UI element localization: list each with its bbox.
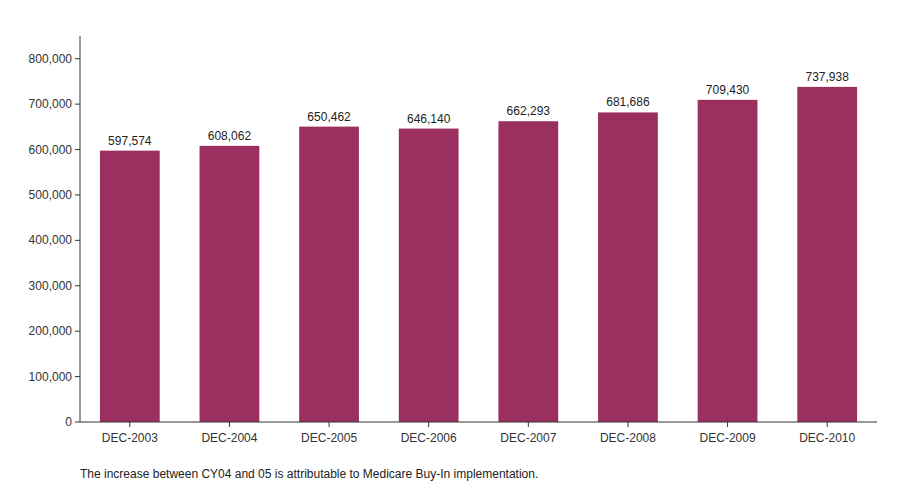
x-tick-label: DEC-2010	[799, 431, 855, 445]
y-tick	[75, 240, 80, 241]
y-tick	[75, 376, 80, 377]
x-tick	[627, 422, 628, 427]
x-tick-label: DEC-2005	[301, 431, 357, 445]
y-tick-label: 600,000	[29, 143, 73, 157]
y-tick-label: 200,000	[29, 324, 73, 338]
data-label: 650,462	[307, 110, 351, 124]
bar	[100, 151, 160, 422]
y-tick-label: 100,000	[29, 370, 73, 384]
chart-container: 597,574 608,062 650,462 646,140 662,293 681,6…	[0, 0, 897, 494]
y-tick	[75, 422, 80, 423]
x-tick	[727, 422, 728, 427]
y-axis-line	[80, 36, 81, 422]
bar	[498, 121, 558, 422]
data-label: 646,140	[407, 112, 451, 126]
bars	[100, 87, 857, 422]
y-tick	[75, 149, 80, 150]
x-tick	[428, 422, 429, 427]
chart-svg: 597,574 608,062 650,462 646,140 662,293 681,6…	[0, 0, 897, 494]
bar	[797, 87, 857, 422]
y-tick-label: 0	[65, 415, 72, 429]
x-tick-label: DEC-2006	[401, 431, 457, 445]
data-label: 709,430	[706, 83, 750, 97]
x-axis-line	[80, 422, 877, 423]
x-tick-label: DEC-2003	[102, 431, 158, 445]
data-label: 681,686	[606, 95, 650, 109]
y-tick	[75, 104, 80, 105]
data-label: 737,938	[805, 70, 849, 84]
x-tick	[229, 422, 230, 427]
y-tick	[75, 331, 80, 332]
y-tick-label: 400,000	[29, 233, 73, 247]
x-tick-label: DEC-2007	[500, 431, 556, 445]
x-tick	[129, 422, 130, 427]
x-tick-label: DEC-2009	[700, 431, 756, 445]
y-tick-label: 500,000	[29, 188, 73, 202]
bar	[598, 112, 658, 422]
x-tick	[329, 422, 330, 427]
x-tick-label: DEC-2004	[201, 431, 257, 445]
data-label: 597,574	[108, 134, 152, 148]
y-tick-label: 300,000	[29, 279, 73, 293]
bar	[399, 129, 459, 422]
y-tick	[75, 285, 80, 286]
bar	[200, 146, 260, 422]
x-tick	[528, 422, 529, 427]
data-label: 662,293	[507, 104, 551, 118]
y-tick-label: 800,000	[29, 52, 73, 66]
y-tick	[75, 58, 80, 59]
x-tick	[827, 422, 828, 427]
y-tick	[75, 194, 80, 195]
x-tick-label: DEC-2008	[600, 431, 656, 445]
y-tick-label: 700,000	[29, 97, 73, 111]
footnote: The increase between CY04 and 05 is attr…	[80, 467, 538, 481]
data-label: 608,062	[208, 129, 252, 143]
bar	[698, 100, 758, 422]
bar	[299, 127, 359, 422]
